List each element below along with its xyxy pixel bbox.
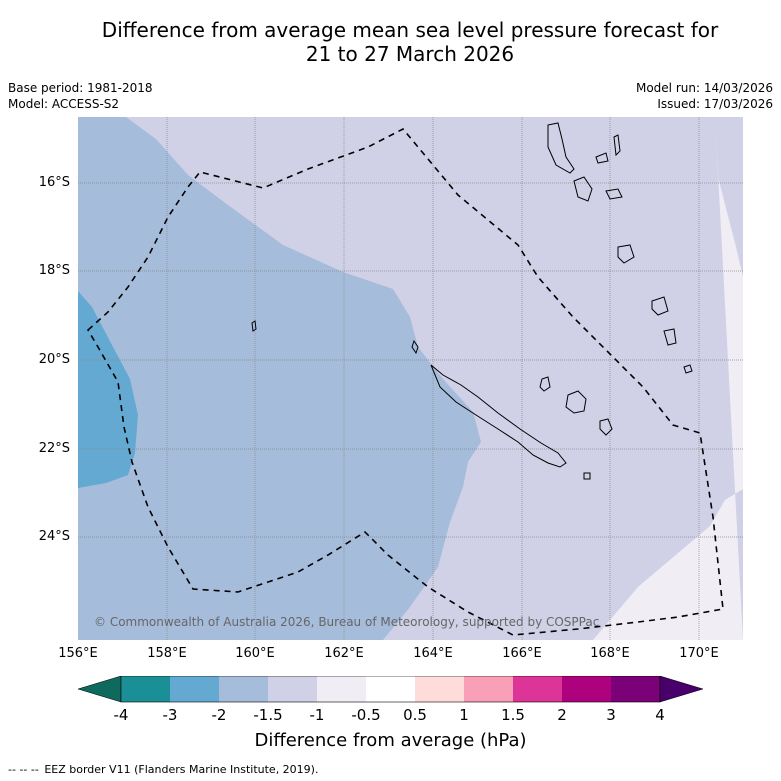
lon-label-170e: 170°E [679,646,719,661]
lat-label-24s: 24°S [38,529,70,544]
ouvea-island [539,376,551,392]
colorbar-tick-label: -1 [309,706,325,724]
aneityum-island [683,364,693,374]
lat-label-18s: 18°S [38,263,70,278]
tanna-island [663,328,677,346]
colorbar-outline [120,676,661,703]
colorbar-arrow-low [78,676,122,703]
issued-date: Issued: 17/03/2026 [657,97,773,111]
colorbar-tick-label: 0.5 [403,706,427,724]
colorbar-segment [170,676,219,702]
eez-legend: -- -- -- EEZ border V11 (Flanders Marine… [8,763,320,776]
model-run: Model run: 14/03/2026 [635,81,773,95]
malekula-island [573,176,593,202]
maewo-island [613,134,621,157]
eez-border [86,127,724,636]
lon-label-168e: 168°E [590,646,630,661]
colorbar-segment [415,676,464,702]
colorbar-tick-label: -2 [211,706,227,724]
lon-label-160e: 160°E [235,646,275,661]
lifou-island [565,390,587,414]
espiritu-santo-island [547,122,575,174]
colorbar-arrow-high [659,676,704,703]
chesterfield-islands [251,320,257,332]
band-minus1-to-minus0-5-east [593,117,743,640]
isle-of-pines [583,472,591,480]
belep-islands [411,339,419,355]
new-caledonia-island [430,364,567,468]
colorbar-tick-label: 1 [459,706,469,724]
colorbar [78,676,704,703]
lat-label-16s: 16°S [38,175,70,190]
lon-label-156e: 156°E [58,646,98,661]
lon-label-162e: 162°E [324,646,364,661]
base-period: Base period: 1981-2018 [8,81,153,95]
colorbar-segment [513,676,562,702]
band-minus2-to-minus1-5 [78,117,481,640]
colorbar-tick-label: 4 [655,706,665,724]
mare-island [599,418,613,436]
title-line-2: 21 to 27 March 2026 [305,42,515,66]
colorbar-segment [219,676,268,702]
title-line-1: Difference from average mean sea level p… [101,18,719,42]
chart-title: Difference from average mean sea level p… [0,18,781,66]
pressure-map: © Commonwealth of Australia 2026, Bureau… [78,117,743,640]
colorbar-tick-label: -0.5 [351,706,381,724]
pentecost-island [595,152,609,164]
eez-legend-text: EEZ border V11 (Flanders Marine Institut… [44,763,319,776]
colorbar-segment [611,676,660,702]
model-name: Model: ACCESS-S2 [8,97,120,111]
band-minus3-to-minus2 [78,291,138,488]
colorbar-tick-label: 2 [557,706,567,724]
colorbar-segment [464,676,513,702]
ambrym-island [605,188,623,200]
colorbar-tick-label: -4 [113,706,129,724]
meta-right: Model run: 14/03/2026 Issued: 17/03/2026 [636,80,773,112]
erromango-island [651,296,669,316]
lat-label-20s: 20°S [38,352,70,367]
lon-label-164e: 164°E [413,646,453,661]
lon-label-158e: 158°E [147,646,187,661]
eez-legend-symbol: -- -- -- [8,763,39,776]
meta-left: Base period: 1981-2018 Model: ACCESS-S2 [8,80,153,112]
copyright-notice: © Commonwealth of Australia 2026, Bureau… [94,615,599,629]
colorbar-segment [268,676,317,702]
colorbar-tick-label: -3 [162,706,178,724]
colorbar-segment [366,676,415,702]
colorbar-segment [317,676,366,702]
colorbar-segment [562,676,611,702]
colorbar-segment [121,676,170,702]
colorbar-tick-label: 1.5 [501,706,525,724]
colorbar-title: Difference from average (hPa) [254,730,527,751]
lat-label-22s: 22°S [38,441,70,456]
colorbar-tick-label: 3 [606,706,616,724]
efate-island [617,244,635,264]
colorbar-tick-label: -1.5 [253,706,283,724]
lon-label-166e: 166°E [502,646,542,661]
